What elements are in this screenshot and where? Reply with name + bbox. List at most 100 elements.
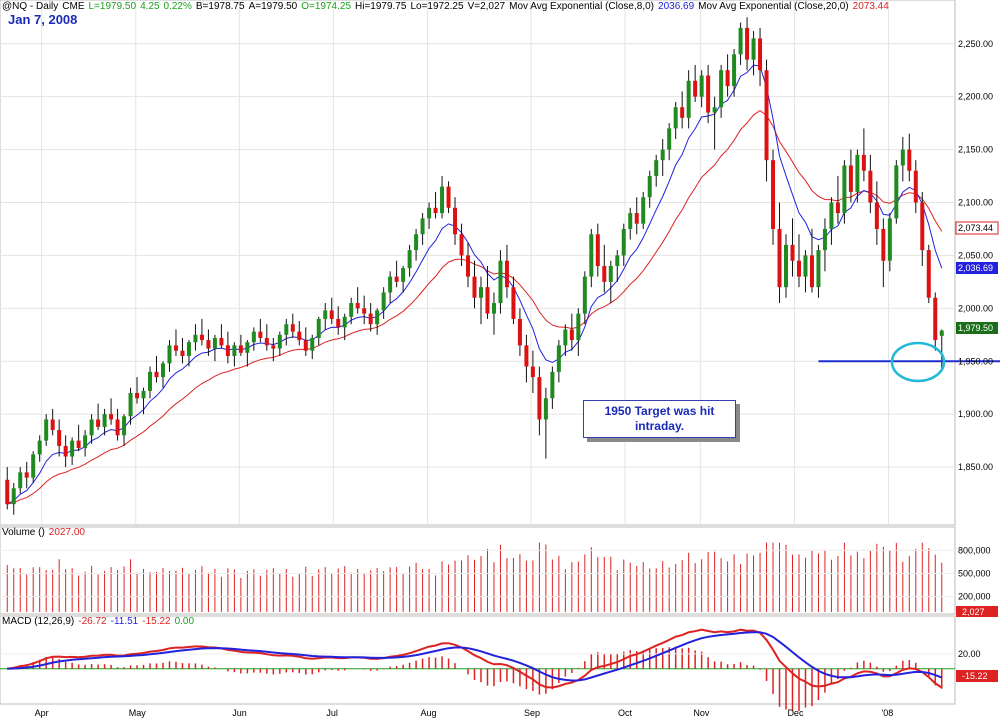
candle-body xyxy=(621,228,626,256)
macd-panel xyxy=(0,615,956,712)
candle-body xyxy=(115,419,120,436)
candle-body xyxy=(167,345,172,364)
candle-body xyxy=(219,337,224,346)
month-label: Aug xyxy=(420,708,436,718)
candle-body xyxy=(310,337,315,351)
candle-body xyxy=(628,213,633,229)
header-change: 4.25 xyxy=(140,1,160,12)
volume-panel xyxy=(0,526,956,615)
candle-body xyxy=(556,345,561,372)
price-tag-ma20: 2,073.44 xyxy=(955,221,999,235)
candle-body xyxy=(297,331,302,341)
candle-body xyxy=(5,479,10,505)
candle-body xyxy=(355,303,360,309)
candle-body xyxy=(809,255,814,288)
candle-body xyxy=(329,310,334,319)
svg-text:1,979.50: 1,979.50 xyxy=(958,323,993,333)
candle-body xyxy=(758,38,763,71)
macd-signal-line xyxy=(7,631,943,682)
candle-body xyxy=(232,345,237,356)
candle-body xyxy=(647,176,652,198)
candle-body xyxy=(491,303,496,314)
candle-body xyxy=(524,345,529,367)
candle-body xyxy=(595,234,600,266)
header-open: O=1974.25 xyxy=(301,1,351,12)
header-low: Lo=1972.25 xyxy=(410,1,464,12)
candle-body xyxy=(634,213,639,224)
candle-body xyxy=(264,337,269,346)
candle-body xyxy=(569,329,574,341)
candle-body xyxy=(148,371,153,391)
candle-body xyxy=(24,472,29,478)
candle-body xyxy=(829,202,834,229)
candle-body xyxy=(37,440,42,455)
candle-body xyxy=(472,276,477,298)
candle-body xyxy=(550,371,555,399)
candle-body xyxy=(459,234,464,256)
candle-body xyxy=(173,345,178,351)
header-pct: 0.22% xyxy=(164,1,192,12)
candle-body xyxy=(939,330,944,336)
candle-body xyxy=(641,197,646,224)
candle-body xyxy=(920,202,925,251)
price-tick-label: 1,850.00 xyxy=(958,462,993,472)
header-exchange: CME xyxy=(62,1,85,12)
target-circle xyxy=(890,341,946,383)
header-last: L=1979.50 xyxy=(89,1,137,12)
chart-date: Jan 7, 2008 xyxy=(8,12,77,27)
price-tick-label: 2,200.00 xyxy=(958,92,993,102)
candle-body xyxy=(602,266,607,282)
price-tick-label: 2,250.00 xyxy=(958,39,993,49)
candle-body xyxy=(771,160,776,229)
candle-body xyxy=(745,27,750,60)
candle-body xyxy=(861,154,866,171)
candle-body xyxy=(615,255,620,266)
candle-body xyxy=(816,250,821,288)
candle-body xyxy=(102,414,107,427)
candle-body xyxy=(777,228,782,288)
candle-body xyxy=(160,363,165,378)
candle-body xyxy=(686,80,691,118)
candle-body xyxy=(407,250,412,269)
candle-body xyxy=(154,371,159,378)
header-ma20-value: 2073.44 xyxy=(853,1,890,12)
candle-body xyxy=(764,70,769,161)
macd-label: MACD (12,26,9) -26.72 -11.51 -15.22 0.00 xyxy=(2,616,194,627)
header-volume: V=2,027 xyxy=(468,1,506,12)
candle-body xyxy=(186,342,191,356)
price-tick-label: 1,950.00 xyxy=(958,356,993,366)
header-ma8-value: 2036.69 xyxy=(658,1,695,12)
candle-body xyxy=(589,234,594,277)
candle-body xyxy=(803,255,808,277)
candle-body xyxy=(109,414,114,420)
candle-body xyxy=(842,165,847,214)
candle-body xyxy=(608,266,613,282)
candle-body xyxy=(790,244,795,261)
candle-body xyxy=(537,377,542,420)
candle-body xyxy=(725,70,730,87)
candle-body xyxy=(414,234,419,251)
candle-body xyxy=(96,419,101,427)
candle-body xyxy=(453,207,458,235)
candle-body xyxy=(848,165,853,192)
candle-body xyxy=(900,149,905,166)
candle-body xyxy=(913,170,918,203)
candle-body xyxy=(511,287,516,319)
annotation-box: 1950 Target was hit intraday. xyxy=(583,400,736,438)
candle-body xyxy=(11,488,16,505)
candle-body xyxy=(57,430,62,446)
month-label: Apr xyxy=(35,708,49,718)
price-tag-ma8: 2,036.69 xyxy=(956,262,998,274)
price-tag-last: 1,979.50 xyxy=(956,322,998,334)
candle-body xyxy=(388,276,393,293)
header-ma8-label: Mov Avg Exponential (Close,8,0) xyxy=(509,1,654,12)
volume-tag: 2,027 xyxy=(956,606,998,617)
volume-tick-label: 200,000 xyxy=(958,592,991,602)
candle-body xyxy=(50,419,55,431)
month-label: '08 xyxy=(882,708,894,718)
candle-body xyxy=(563,329,568,346)
candle-body xyxy=(342,316,347,328)
annotation-line1: 1950 Target was hit xyxy=(604,404,715,418)
candle-body xyxy=(193,334,198,343)
